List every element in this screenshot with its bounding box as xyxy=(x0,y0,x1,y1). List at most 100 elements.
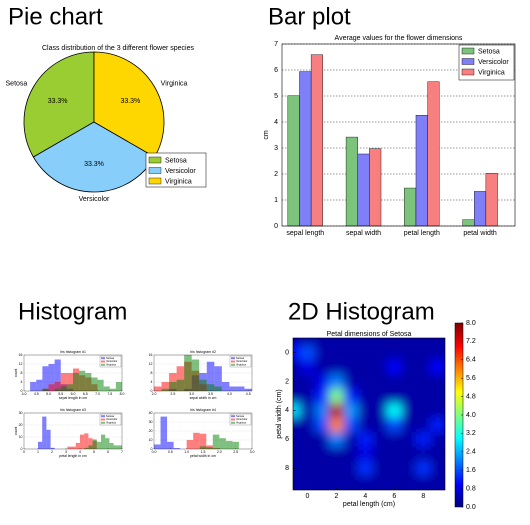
legend-label: Setosa xyxy=(478,48,500,55)
y-tick-label: 8 xyxy=(151,371,153,375)
histogram-bar xyxy=(84,447,89,449)
histogram-bar xyxy=(46,429,51,449)
heatmap-cells xyxy=(293,338,445,490)
x-axis-label: petal width in cm xyxy=(190,454,216,458)
histogram-bar xyxy=(109,388,116,391)
histogram-bar xyxy=(154,386,162,391)
histogram-bar xyxy=(184,355,192,391)
y-tick-label: 16 xyxy=(19,353,23,357)
heatmap-cell xyxy=(358,446,373,462)
pie-slice xyxy=(93,51,165,158)
y-tick-label: 0 xyxy=(151,389,153,393)
legend-label: Setosa xyxy=(106,356,115,360)
pie-slice xyxy=(23,51,95,158)
histogram-bar xyxy=(92,439,97,449)
histogram-bar xyxy=(96,441,101,449)
x-tick-label: 4.5 xyxy=(246,392,251,396)
heatmap-cell xyxy=(300,417,316,433)
y-tick-label: 0 xyxy=(21,389,23,393)
heatmap-cell xyxy=(430,461,445,476)
histogram-bar xyxy=(199,379,207,391)
heatmap-cell xyxy=(401,359,417,375)
heatmap-cell xyxy=(416,374,431,389)
bar xyxy=(474,191,487,227)
x-tick-label: 1.0 xyxy=(184,450,189,454)
heatmap-cell xyxy=(329,403,344,418)
panel-heading: Bar plot xyxy=(268,3,351,30)
heatmap-cell xyxy=(416,475,431,490)
legend-swatch xyxy=(148,156,162,164)
heatmap-cell xyxy=(314,417,330,433)
chart-title: Petal dimensions of Setosa xyxy=(327,331,412,338)
x-tick-label: petal width xyxy=(463,230,497,237)
legend-label: Setosa xyxy=(236,356,245,360)
heatmap-cell xyxy=(416,403,431,418)
legend-box xyxy=(99,413,122,426)
legend-label: Versicolor xyxy=(165,168,196,175)
heatmap-cell xyxy=(358,475,373,490)
legend-label: Virginica xyxy=(106,420,116,424)
x-tick-label: 8 xyxy=(421,493,425,500)
x-tick-label: 2.5 xyxy=(170,392,175,396)
histogram-bar xyxy=(48,384,55,391)
x-tick-label: 6 xyxy=(392,493,396,500)
heatmap-cell xyxy=(300,345,316,361)
histogram-bar xyxy=(206,361,215,391)
bar xyxy=(299,71,312,227)
panel-heading: Histogram xyxy=(18,298,127,325)
y-tick-label: 4 xyxy=(151,380,153,384)
heatmap-cell xyxy=(300,461,316,476)
heatmap-cell xyxy=(343,432,359,447)
heatmap-cell xyxy=(314,461,330,476)
chart-title: Class distribution of the 3 different fl… xyxy=(42,45,195,52)
x-tick-label: 6 xyxy=(107,450,109,454)
slice-label: Versicolor xyxy=(79,196,110,203)
x-tick-label: 8.0 xyxy=(120,392,125,396)
legend-label: Virginica xyxy=(106,362,116,366)
histogram-bar xyxy=(225,440,233,449)
bar xyxy=(357,153,370,227)
x-tick-label: 3.0 xyxy=(189,392,194,396)
heatmap-cell xyxy=(293,417,301,433)
x-tick-label: 5 xyxy=(93,450,95,454)
heatmap-cell xyxy=(387,374,402,389)
y-tick-label: 12 xyxy=(149,362,153,366)
x-tick-label: 2 xyxy=(51,450,53,454)
heatmap-cell xyxy=(314,374,330,389)
heatmap-cell xyxy=(416,338,431,346)
heatmap-cell xyxy=(300,374,316,389)
legend-swatch xyxy=(148,177,162,185)
heatmap-cell xyxy=(416,446,431,462)
heatmap-blur xyxy=(293,338,445,490)
histogram-bar xyxy=(173,448,181,449)
x-tick-label: 7.5 xyxy=(107,392,112,396)
histogram-bar xyxy=(103,386,110,391)
histogram-bar xyxy=(161,388,170,391)
histogram-bar xyxy=(54,382,61,391)
heatmap-cell xyxy=(387,359,402,375)
y-tick-label: 4 xyxy=(285,407,289,414)
legend-label: Setosa xyxy=(106,414,115,418)
plot-frame xyxy=(23,412,123,450)
heatmap-cell xyxy=(358,345,373,361)
histogram-bar xyxy=(80,434,85,449)
heatmap-cell xyxy=(416,432,431,447)
histogram-bar xyxy=(236,386,245,391)
histogram-bar xyxy=(79,370,86,391)
histogram-bar xyxy=(60,373,67,391)
value-label: 33.3% xyxy=(120,98,140,105)
legend-swatch xyxy=(231,360,235,363)
colorbar-tick-label: 7.2 xyxy=(466,338,476,345)
heatmap-cell xyxy=(416,461,431,476)
heatmap-cell xyxy=(300,432,316,447)
heatmap-cell xyxy=(387,417,402,433)
histogram-bar xyxy=(214,386,222,391)
y-tick-label: 0 xyxy=(274,223,278,230)
bar xyxy=(369,148,382,227)
histogram-bar xyxy=(161,382,170,391)
x-tick-label: 3.0 xyxy=(250,450,255,454)
chart-title: Average values for the flower dimensions xyxy=(335,35,463,42)
x-tick-label: 4.0 xyxy=(227,392,232,396)
heatmap-cell xyxy=(314,432,330,447)
legend-label: Virginica xyxy=(478,69,505,76)
